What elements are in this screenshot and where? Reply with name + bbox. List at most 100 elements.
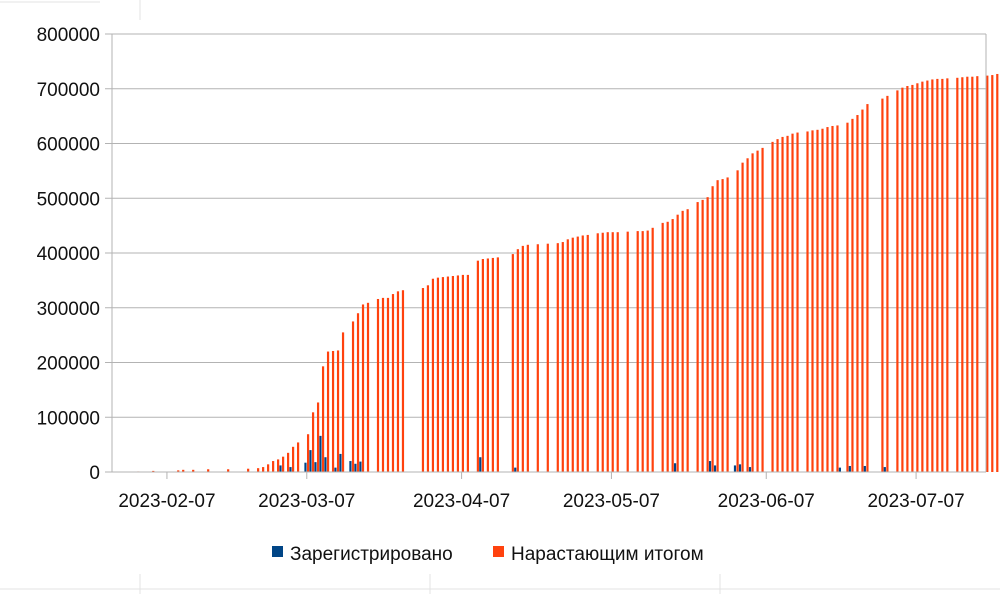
bar-cumulative xyxy=(976,76,979,472)
bar-registered xyxy=(314,462,317,472)
legend-label-registered: Зарегистрировано xyxy=(290,544,453,565)
bar-cumulative xyxy=(881,98,884,472)
bar-cumulative xyxy=(946,78,949,472)
bar-cumulative xyxy=(696,202,699,472)
bar-registered xyxy=(883,467,886,472)
bar-cumulative xyxy=(966,76,969,473)
bar-cumulative xyxy=(192,469,195,472)
bar-cumulative xyxy=(926,80,929,472)
bar-cumulative xyxy=(736,170,739,472)
bar-registered xyxy=(304,462,307,472)
bar-cumulative xyxy=(986,75,989,473)
bar-cumulative xyxy=(486,258,489,472)
y-tick-label: 500000 xyxy=(37,189,100,210)
bar-cumulative xyxy=(401,290,405,472)
bar-cumulative xyxy=(721,179,724,472)
legend-label-cumulative: Нарастающим итогом xyxy=(511,544,704,565)
bar-cumulative xyxy=(476,260,479,472)
bar-cumulative xyxy=(586,234,589,472)
x-tick-label: 2023-04-07 xyxy=(413,491,510,512)
bar-cumulative xyxy=(481,259,484,472)
bar-registered xyxy=(673,463,677,472)
bar-cumulative xyxy=(227,469,230,472)
x-tick-label: 2023-02-07 xyxy=(118,491,215,512)
bar-registered xyxy=(848,465,851,472)
bar-cumulative xyxy=(341,332,345,472)
series-cumulative xyxy=(137,73,999,473)
bar-registered xyxy=(479,457,482,472)
bar-cumulative xyxy=(516,249,519,472)
bar-cumulative xyxy=(426,285,430,472)
legend-swatch-cumulative xyxy=(493,546,504,557)
bar-cumulative xyxy=(207,469,210,472)
x-axis-ticks: 2023-02-07 2023-03-07 2023-04-07 2023-05-07… xyxy=(118,472,965,512)
bar-cumulative xyxy=(521,245,524,472)
bar-cumulative xyxy=(536,244,539,472)
bar-cumulative xyxy=(861,109,864,472)
bar-cumulative xyxy=(571,237,574,472)
bar-cumulative xyxy=(776,139,779,472)
bar-cumulative xyxy=(431,278,435,472)
bar-cumulative xyxy=(356,313,360,472)
bar-cumulative xyxy=(846,122,849,472)
bar-registered xyxy=(334,467,337,472)
bar-cumulative xyxy=(152,470,155,472)
bar-cumulative xyxy=(546,243,549,472)
bar-cumulative xyxy=(756,150,759,472)
bar-cumulative xyxy=(921,81,924,472)
bar-registered xyxy=(349,461,352,472)
bar-cumulative xyxy=(247,468,250,472)
bar-registered xyxy=(309,450,312,472)
bar-cumulative xyxy=(791,133,794,472)
bar-cumulative xyxy=(267,464,270,472)
bar-cumulative xyxy=(511,254,514,472)
x-tick-label: 2023-05-07 xyxy=(563,491,660,512)
bar-cumulative xyxy=(901,87,904,472)
bar-cumulative xyxy=(761,147,764,472)
bar-registered xyxy=(324,457,327,472)
bar-cumulative xyxy=(836,125,839,473)
bar-cumulative xyxy=(311,412,315,472)
bar-cumulative xyxy=(182,469,185,472)
bar-registered xyxy=(319,435,322,472)
bar-cumulative xyxy=(596,233,599,472)
bar-cumulative xyxy=(441,277,445,472)
bar-cumulative xyxy=(601,232,604,472)
bar-cumulative xyxy=(716,180,719,472)
bar-cumulative xyxy=(651,227,654,472)
y-tick-label: 100000 xyxy=(37,408,100,429)
bar-cumulative xyxy=(177,470,180,472)
bar-cumulative xyxy=(856,115,859,472)
bar-registered xyxy=(738,464,742,472)
series-registered xyxy=(279,435,886,472)
bar-cumulative xyxy=(961,77,964,472)
bar-cumulative xyxy=(681,210,684,472)
bar-cumulative xyxy=(606,232,609,472)
bar-cumulative xyxy=(686,209,689,472)
bar-registered xyxy=(514,467,517,472)
bar-cumulative xyxy=(396,291,400,472)
bar-cumulative xyxy=(277,459,280,472)
bar-cumulative xyxy=(272,461,275,472)
bar-cumulative xyxy=(576,236,579,472)
bar-cumulative xyxy=(991,75,994,472)
bar-registered xyxy=(863,465,866,472)
bar-registered xyxy=(713,465,717,472)
bar-cumulative xyxy=(786,135,789,472)
bar-registered xyxy=(748,467,752,472)
x-tick-label: 2023-03-07 xyxy=(258,491,355,512)
bar-registered xyxy=(354,463,357,472)
bar-cumulative xyxy=(556,243,559,472)
bar-registered xyxy=(733,465,737,472)
bar-cumulative xyxy=(851,118,854,473)
bar-cumulative xyxy=(676,214,679,472)
bar-cumulative xyxy=(351,321,355,472)
bar-registered xyxy=(289,467,292,472)
bar-cumulative xyxy=(287,452,290,472)
bar-cumulative xyxy=(911,84,914,473)
bar-cumulative xyxy=(661,222,664,472)
bar-cumulative xyxy=(666,221,669,472)
